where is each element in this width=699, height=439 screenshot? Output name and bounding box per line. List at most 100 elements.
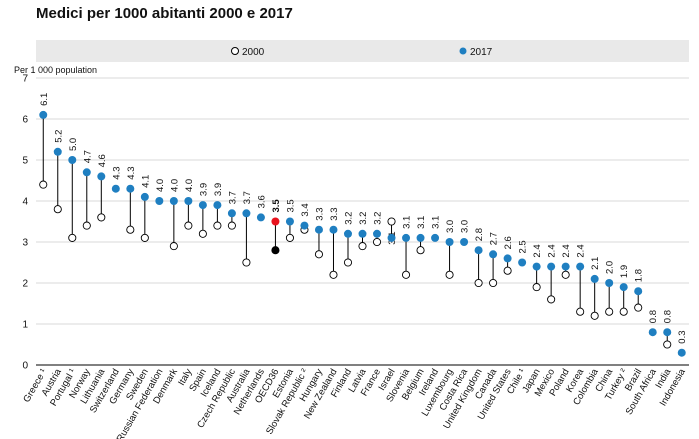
point-2000	[242, 258, 251, 267]
point-2017	[314, 225, 323, 234]
point-2017	[576, 262, 585, 271]
point-2000	[198, 229, 207, 238]
point-2000	[358, 242, 367, 251]
point-2017	[300, 221, 309, 230]
value-label: 2.4	[561, 244, 572, 257]
grid-layer: 0 1 2 3 4 5 6 7	[22, 74, 689, 372]
point-2017	[53, 147, 62, 156]
value-label: 1.8	[634, 269, 645, 282]
point-2017	[373, 229, 382, 238]
value-label: 4.0	[169, 179, 180, 192]
point-2017	[271, 217, 280, 226]
point-2000	[590, 311, 599, 320]
point-2017	[256, 213, 265, 222]
point-2000	[169, 242, 178, 251]
point-2000	[314, 250, 324, 259]
chart-title: Medici per 1000 abitanti 2000 e 2017	[36, 5, 293, 22]
value-label: 2.7	[489, 232, 500, 245]
point-2017	[97, 172, 106, 181]
value-label: 3.7	[242, 191, 253, 204]
point-2017	[82, 168, 91, 177]
point-2017	[532, 262, 541, 271]
point-2000	[663, 340, 672, 349]
value-label: 3.9	[198, 183, 209, 196]
point-2000	[634, 303, 643, 312]
legend-box	[36, 40, 689, 62]
y-tick-label: 4	[22, 197, 28, 208]
point-2017	[184, 197, 193, 205]
point-2017	[445, 238, 454, 246]
point-2017	[634, 287, 643, 296]
point-2017	[431, 233, 440, 242]
value-label: 6.1	[39, 93, 50, 106]
value-label: 2.4	[576, 244, 587, 257]
value-label: 3.2	[343, 212, 354, 225]
point-2017	[590, 274, 599, 283]
point-2000	[68, 233, 77, 242]
value-label: 2.4	[532, 244, 543, 257]
point-2017	[474, 246, 483, 255]
value-label: 4.3	[126, 166, 137, 179]
point-2017	[402, 233, 411, 242]
y-tick-label: 7	[22, 74, 28, 85]
point-2000	[82, 221, 91, 230]
value-label: 3.7	[227, 191, 238, 204]
point-2000	[489, 278, 498, 288]
point-2017	[358, 229, 367, 238]
value-label: 3.2	[358, 212, 369, 225]
value-label: 0.8	[663, 310, 674, 323]
y-tick-label: 2	[22, 279, 28, 290]
point-2000	[576, 307, 585, 316]
value-label: 0.8	[648, 310, 659, 323]
y-tick-label: 6	[22, 115, 28, 126]
value-label: 3.6	[256, 195, 267, 208]
point-2017	[140, 192, 149, 201]
point-2000	[605, 307, 614, 316]
point-2000	[285, 233, 294, 242]
point-2017	[489, 250, 498, 259]
legend-label-2017: 2017	[470, 47, 493, 58]
point-2000	[227, 221, 236, 230]
y-tick-label: 0	[22, 361, 28, 372]
point-2017	[663, 328, 672, 337]
point-2017	[198, 201, 207, 210]
point-2017	[242, 209, 251, 218]
value-label: 1.9	[619, 265, 630, 278]
point-2017	[547, 262, 556, 271]
point-2000	[372, 237, 382, 247]
value-label: 3.4	[300, 203, 311, 216]
point-2017	[39, 110, 48, 119]
point-2000	[343, 258, 353, 267]
point-2000	[184, 221, 193, 230]
point-2000	[329, 270, 338, 279]
point-2000	[503, 266, 512, 275]
y-tick-label: 1	[22, 320, 28, 331]
point-2000	[39, 180, 48, 189]
point-2017	[227, 209, 236, 218]
value-label: 4.0	[184, 179, 195, 192]
value-label: 3.0	[445, 220, 456, 233]
point-2017	[677, 348, 686, 357]
value-label: 4.1	[140, 175, 151, 188]
y-tick-label: 3	[22, 238, 28, 249]
value-label: 2.5	[518, 240, 529, 253]
point-2000	[140, 233, 149, 242]
value-label: 3.3	[314, 207, 325, 220]
value-label: 3.5	[271, 199, 282, 213]
point-2017	[213, 201, 222, 210]
value-label: 3.0	[460, 220, 471, 233]
value-label: 3.2	[373, 212, 384, 225]
point-2017	[619, 283, 628, 292]
point-2000	[97, 213, 106, 222]
value-label: 3.9	[213, 183, 224, 196]
point-2017	[343, 229, 352, 238]
point-2017	[285, 217, 294, 226]
value-label: 3.5	[285, 199, 296, 212]
point-2017	[126, 184, 135, 193]
point-2017	[169, 197, 178, 205]
value-label: 3.3	[329, 207, 340, 220]
legend-item-2000: 2000	[231, 47, 265, 58]
value-label: 0.3	[677, 330, 688, 343]
